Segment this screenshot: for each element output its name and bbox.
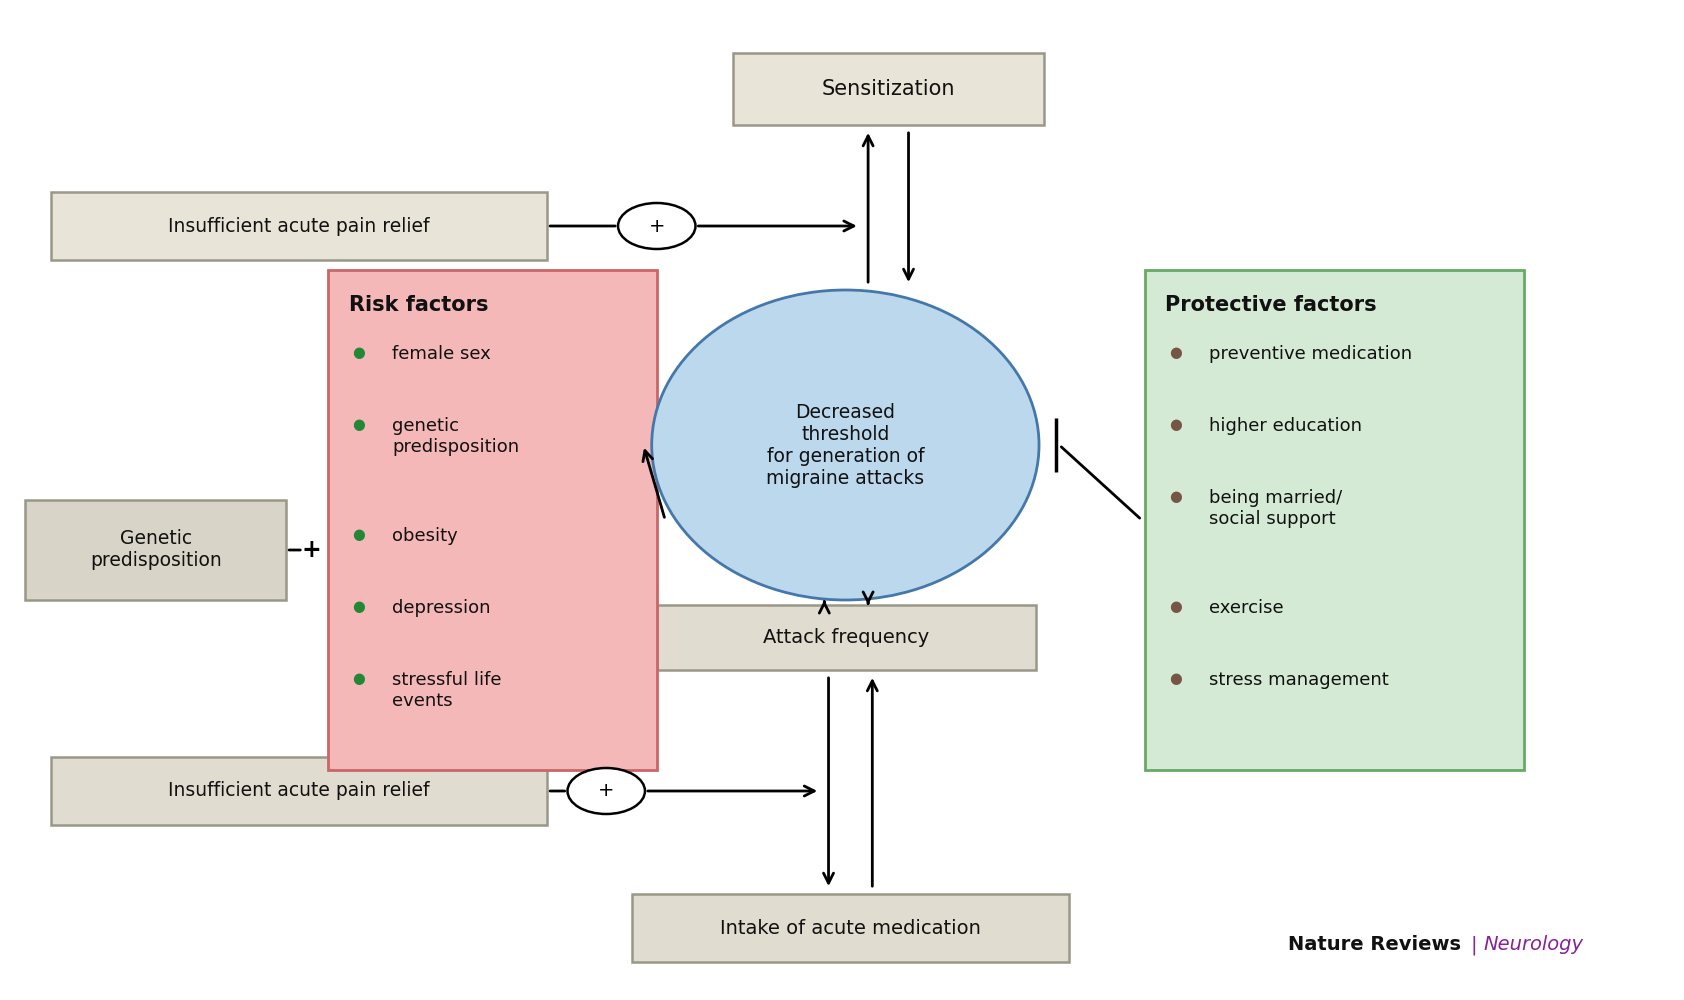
Text: Intake of acute medication: Intake of acute medication	[721, 918, 980, 938]
FancyBboxPatch shape	[25, 500, 286, 600]
Text: Insufficient acute pain relief: Insufficient acute pain relief	[168, 217, 429, 235]
Text: ●: ●	[1169, 345, 1182, 360]
Text: Attack frequency: Attack frequency	[763, 628, 930, 647]
Text: ●: ●	[1169, 489, 1182, 504]
Text: ●: ●	[352, 671, 365, 686]
Text: +: +	[301, 538, 322, 562]
Text: Sensitization: Sensitization	[822, 79, 955, 99]
FancyBboxPatch shape	[632, 894, 1069, 962]
Text: female sex: female sex	[392, 345, 492, 363]
FancyBboxPatch shape	[51, 192, 547, 260]
Text: being married/
social support: being married/ social support	[1209, 489, 1342, 528]
Text: ●: ●	[352, 345, 365, 360]
Text: preventive medication: preventive medication	[1209, 345, 1413, 363]
Text: Neurology: Neurology	[1484, 936, 1583, 954]
Text: ●: ●	[1169, 417, 1182, 432]
Text: +: +	[598, 782, 615, 800]
Text: stress management: stress management	[1209, 671, 1389, 689]
Text: Risk factors: Risk factors	[349, 295, 488, 315]
Text: depression: depression	[392, 599, 490, 617]
Text: Protective factors: Protective factors	[1165, 295, 1378, 315]
Text: ●: ●	[1169, 599, 1182, 614]
Text: stressful life
events: stressful life events	[392, 671, 502, 710]
Text: |: |	[1470, 935, 1477, 955]
Ellipse shape	[652, 290, 1039, 600]
Text: +: +	[648, 217, 665, 235]
Text: Decreased
threshold
for generation of
migraine attacks: Decreased threshold for generation of mi…	[766, 402, 925, 488]
Text: genetic
predisposition: genetic predisposition	[392, 417, 519, 456]
Text: ●: ●	[352, 599, 365, 614]
Text: obesity: obesity	[392, 527, 458, 545]
Text: ●: ●	[1169, 671, 1182, 686]
Text: exercise: exercise	[1209, 599, 1283, 617]
Text: ●: ●	[352, 527, 365, 542]
FancyBboxPatch shape	[733, 53, 1044, 125]
FancyBboxPatch shape	[657, 605, 1036, 670]
Circle shape	[618, 203, 695, 249]
FancyBboxPatch shape	[51, 757, 547, 825]
Text: higher education: higher education	[1209, 417, 1362, 435]
Circle shape	[568, 768, 645, 814]
Text: Genetic
predisposition: Genetic predisposition	[89, 530, 222, 570]
Text: Insufficient acute pain relief: Insufficient acute pain relief	[168, 782, 429, 800]
Text: ●: ●	[352, 417, 365, 432]
Text: Nature Reviews: Nature Reviews	[1288, 936, 1462, 954]
FancyBboxPatch shape	[1145, 270, 1524, 770]
FancyBboxPatch shape	[328, 270, 657, 770]
